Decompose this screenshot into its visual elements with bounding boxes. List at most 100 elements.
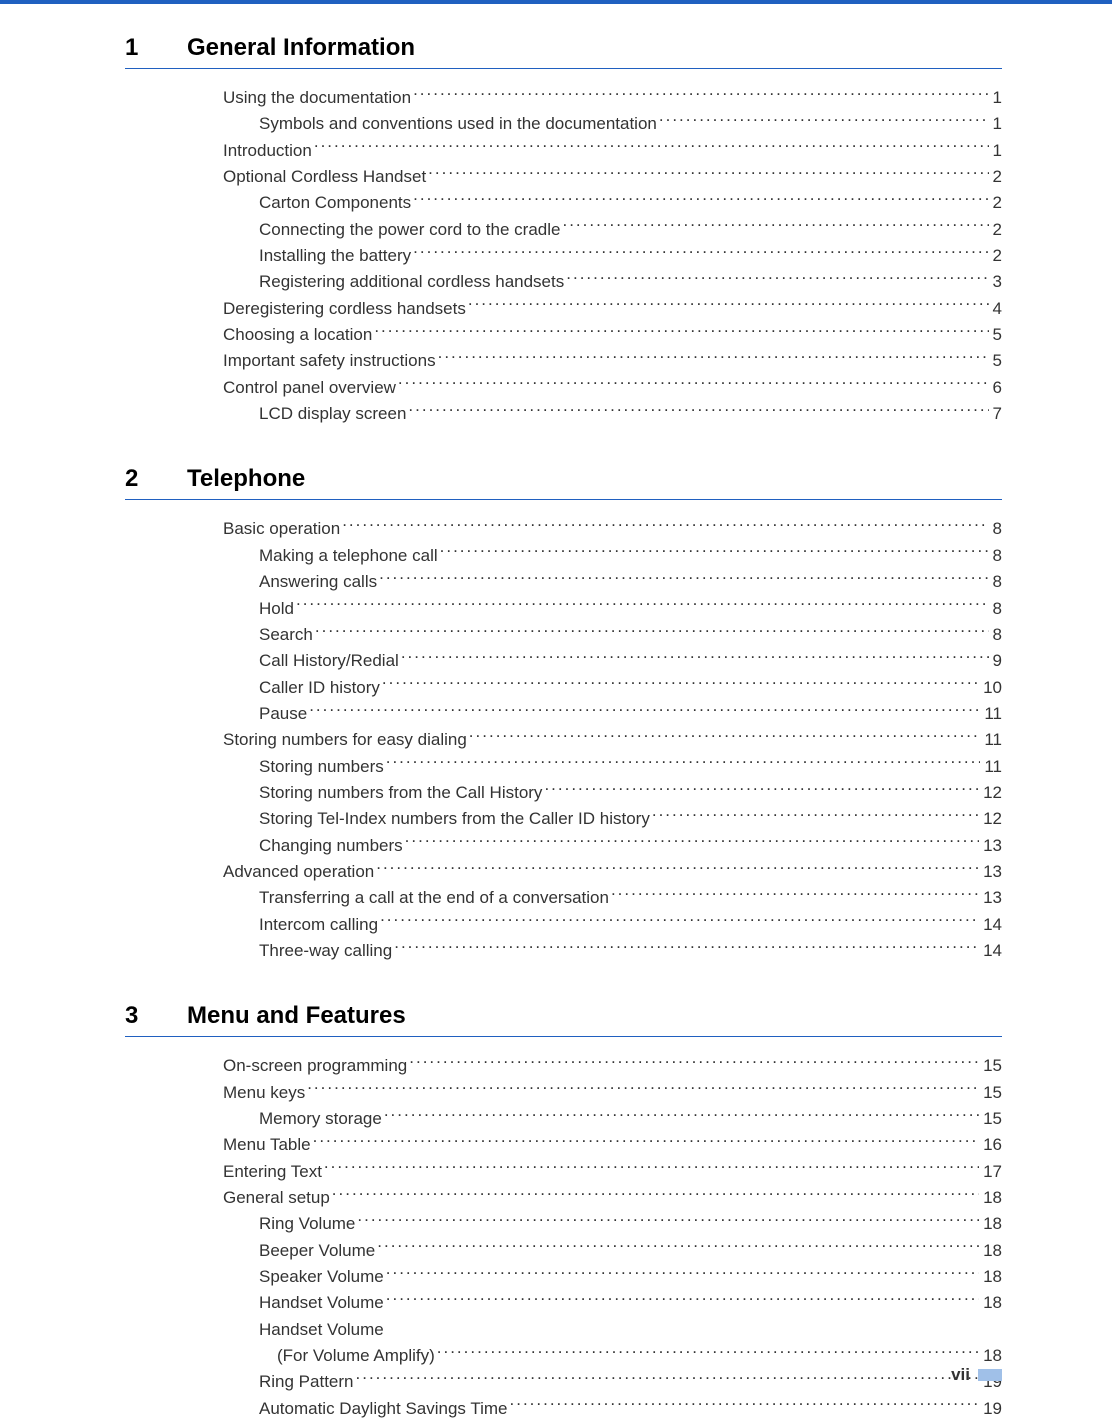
toc-dots — [386, 1291, 979, 1308]
toc-entry: General setup18 — [223, 1185, 1002, 1211]
toc-entry: Deregistering cordless handsets4 — [223, 296, 1002, 322]
toc-dots — [398, 376, 989, 393]
toc-entry: Control panel overview6 — [223, 375, 1002, 401]
toc-dots — [413, 244, 988, 261]
toc-label: Transferring a call at the end of a conv… — [259, 885, 609, 911]
toc-dots — [356, 1370, 980, 1387]
toc-page: 2 — [991, 190, 1002, 216]
toc-entry: Answering calls8 — [223, 569, 1002, 595]
toc-label: Pause — [259, 701, 307, 727]
toc-page: 3 — [991, 269, 1002, 295]
toc-entry: Advanced operation13 — [223, 859, 1002, 885]
toc-dots — [376, 860, 979, 877]
toc-label: Answering calls — [259, 569, 377, 595]
toc-label: Installing the battery — [259, 243, 411, 269]
toc-entry: Using the documentation 1 — [223, 85, 1002, 111]
toc-label: Intercom calling — [259, 912, 378, 938]
toc-label: LCD display screen — [259, 401, 406, 427]
toc-label: Storing numbers — [259, 754, 384, 780]
toc-label: General setup — [223, 1185, 330, 1211]
toc-dots — [405, 834, 979, 851]
toc-dots — [342, 517, 988, 534]
toc-page: 10 — [981, 675, 1002, 701]
toc-dots — [544, 781, 979, 798]
toc-entry: Entering Text17 — [223, 1159, 1002, 1185]
toc-dots — [315, 623, 989, 640]
toc-section: 3Menu and Features On-screen programming1… — [125, 1002, 1002, 1422]
toc-page: 2 — [991, 164, 1002, 190]
toc-page: 14 — [981, 912, 1002, 938]
toc-dots — [413, 86, 988, 103]
page-number: vii — [951, 1365, 970, 1385]
toc-label: Registering additional cordless handsets — [259, 269, 564, 295]
toc-entry: Call History/Redial9 — [223, 648, 1002, 674]
toc-page: 18 — [981, 1264, 1002, 1290]
toc-dots — [357, 1212, 979, 1229]
toc-entry: Handset Volume — [223, 1317, 1002, 1343]
toc-dots — [566, 270, 988, 287]
toc-entry: LCD display screen 7 — [223, 401, 1002, 427]
section-title: General Information — [187, 34, 415, 62]
toc-entry: Optional Cordless Handset 2 — [223, 164, 1002, 190]
toc-section: 2TelephoneBasic operation8Making a telep… — [125, 465, 1002, 964]
section-header: 3Menu and Features — [125, 1002, 1002, 1037]
toc-label: Using the documentation — [223, 85, 411, 111]
toc-dots — [394, 939, 979, 956]
toc-label: Memory storage — [259, 1106, 382, 1132]
toc-page: 1 — [991, 138, 1002, 164]
toc-page: 2 — [991, 243, 1002, 269]
toc-label: Handset Volume — [259, 1290, 384, 1316]
toc-page: 11 — [982, 701, 1002, 727]
toc-dots — [386, 755, 981, 772]
toc-page: 11 — [982, 754, 1002, 780]
toc-entry: Handset Volume 18 — [223, 1290, 1002, 1316]
toc-dots — [413, 191, 988, 208]
toc-page: 13 — [981, 833, 1002, 859]
toc-dots — [401, 649, 989, 666]
toc-page: 8 — [991, 543, 1002, 569]
toc-dots — [510, 1397, 980, 1414]
toc-page: 1 — [991, 85, 1002, 111]
toc-entry: Three-way calling14 — [223, 938, 1002, 964]
toc-dots — [659, 112, 989, 129]
toc-label: Introduction — [223, 138, 312, 164]
toc-entry: On-screen programming15 — [223, 1053, 1002, 1079]
toc-label: Storing numbers for easy dialing — [223, 727, 467, 753]
toc-entry: Basic operation8 — [223, 516, 1002, 542]
toc-entry: Carton Components2 — [223, 190, 1002, 216]
toc-page: 18 — [981, 1211, 1002, 1237]
toc-page: 9 — [991, 648, 1002, 674]
toc-label: Handset Volume — [259, 1317, 384, 1343]
toc-list: Using the documentation 1 Symbols and conv… — [223, 85, 1002, 427]
toc-content: 1 General Information Using the documentat… — [0, 4, 1112, 1422]
toc-label: Ring Volume — [259, 1211, 355, 1237]
toc-page: 7 — [991, 401, 1002, 427]
toc-label: Storing numbers from the Call History — [259, 780, 542, 806]
toc-entry: Menu keys15 — [223, 1080, 1002, 1106]
toc-dots — [469, 728, 981, 745]
toc-dots — [562, 218, 988, 235]
toc-dots — [611, 886, 979, 903]
toc-label: Storing Tel-Index numbers from the Calle… — [259, 806, 650, 832]
toc-label: Optional Cordless Handset — [223, 164, 426, 190]
toc-entry: Caller ID history10 — [223, 675, 1002, 701]
toc-dots — [409, 1054, 979, 1071]
toc-entry: Memory storage15 — [223, 1106, 1002, 1132]
toc-page: 5 — [991, 348, 1002, 374]
toc-entry: Choosing a location5 — [223, 322, 1002, 348]
toc-page: 15 — [981, 1053, 1002, 1079]
toc-dots — [382, 676, 979, 693]
toc-dots — [374, 323, 988, 340]
toc-page: 8 — [991, 516, 1002, 542]
section-number: 2 — [125, 465, 185, 493]
toc-page: 16 — [981, 1132, 1002, 1158]
toc-dots — [309, 702, 980, 719]
toc-label: Symbols and conventions used in the docu… — [259, 111, 657, 137]
toc-list: Basic operation8Making a telephone call8… — [223, 516, 1002, 964]
toc-label: Changing numbers — [259, 833, 403, 859]
toc-page: 18 — [981, 1290, 1002, 1316]
toc-dots — [386, 1265, 979, 1282]
toc-label: Speaker Volume — [259, 1264, 384, 1290]
toc-label: Connecting the power cord to the cradle — [259, 217, 560, 243]
toc-dots — [428, 165, 988, 182]
